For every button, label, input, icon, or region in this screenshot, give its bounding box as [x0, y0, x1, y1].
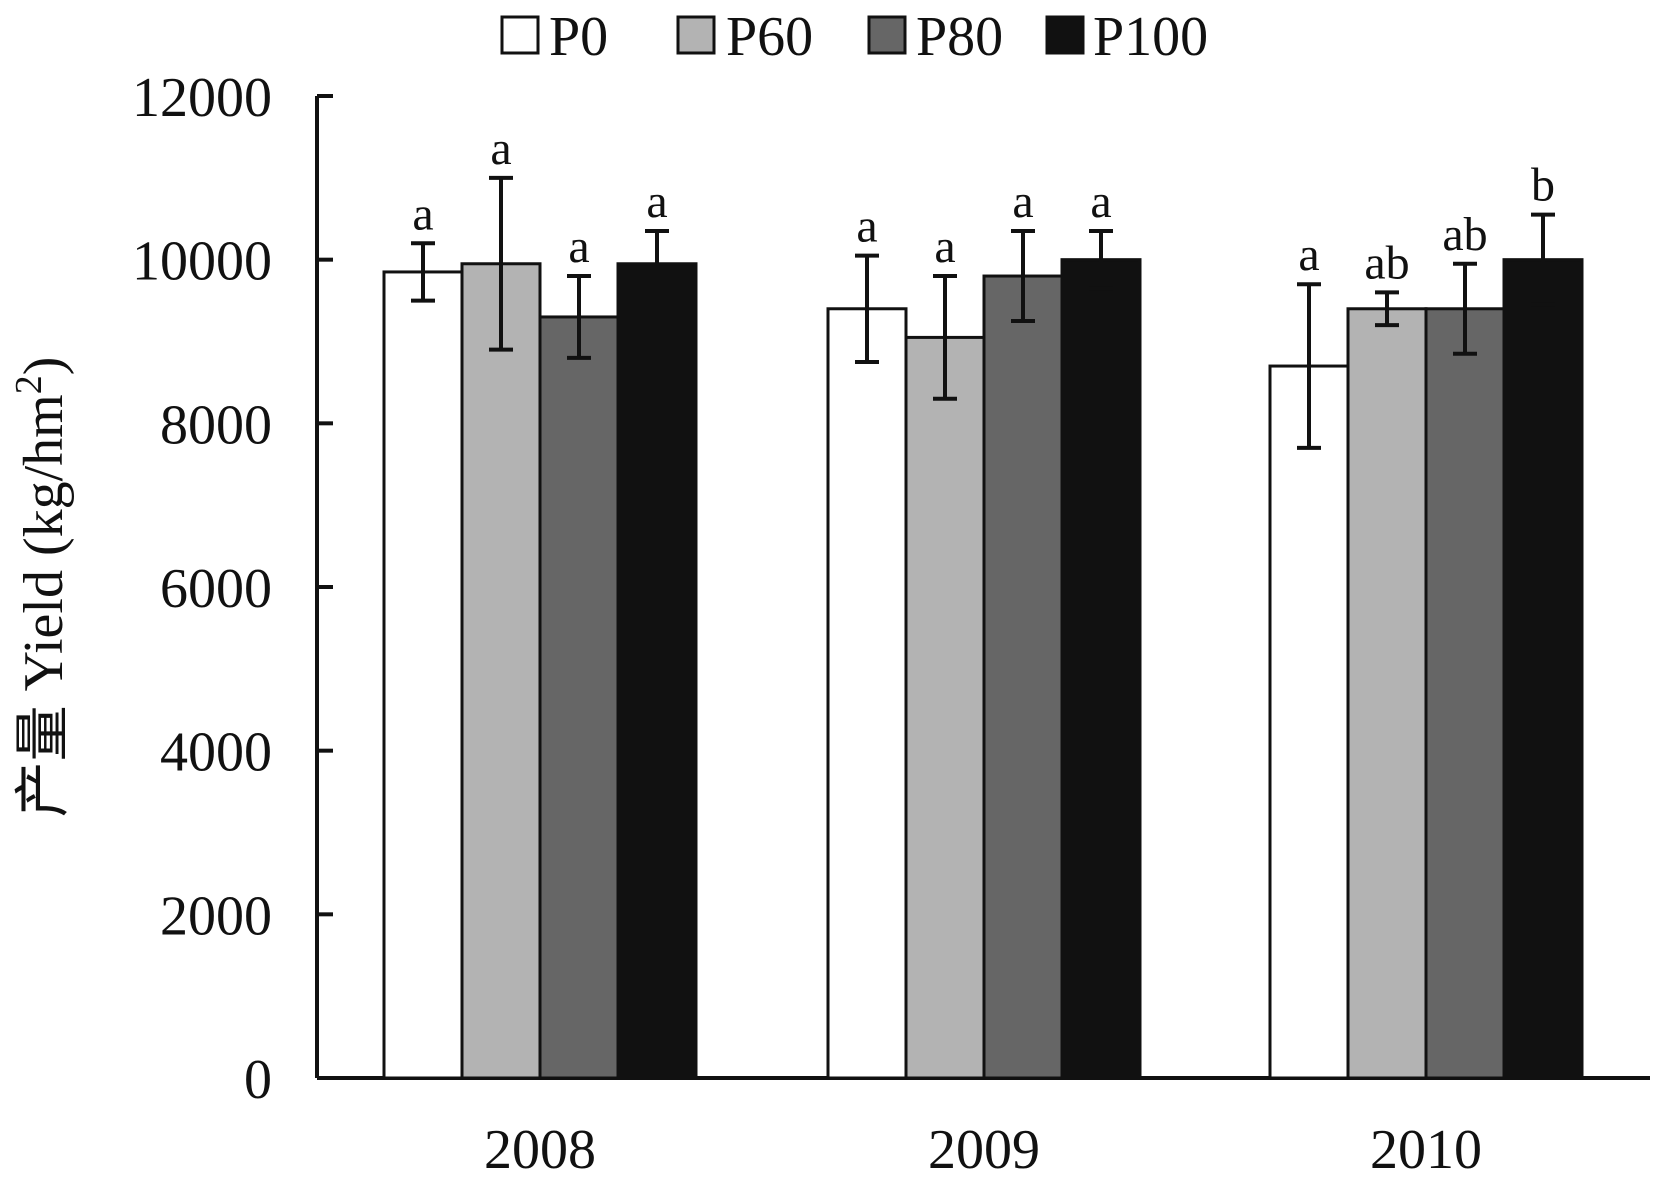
legend-swatch — [1045, 15, 1085, 55]
legend-swatch — [867, 15, 907, 55]
x-tick-label: 2008 — [484, 1119, 596, 1181]
x-tick-label: 2009 — [928, 1119, 1040, 1181]
significance-label: a — [856, 200, 877, 253]
x-axis: 2008 2009 2010 — [317, 1076, 1650, 1181]
bar — [826, 307, 908, 1080]
significance-label: b — [1531, 159, 1555, 212]
significance-label: a — [568, 220, 589, 273]
bar — [1502, 258, 1584, 1080]
y-tick-label: 2000 — [160, 885, 272, 947]
significance-label: a — [412, 187, 433, 240]
error-bars — [411, 175, 1555, 450]
significance-label: a — [1090, 175, 1111, 228]
y-tick-label: 4000 — [160, 722, 272, 784]
bar — [1346, 307, 1428, 1080]
bar — [460, 262, 542, 1080]
legend-label: P80 — [916, 6, 1003, 68]
y-tick-label: 0 — [244, 1049, 272, 1111]
significance-label: ab — [1442, 208, 1487, 261]
bar — [538, 315, 620, 1080]
legend-label: P60 — [726, 6, 813, 68]
bar — [1424, 307, 1506, 1080]
y-axis: 0 2000 4000 6000 8000 10000 12000 — [132, 67, 333, 1111]
bar — [382, 270, 464, 1080]
bars — [382, 258, 1584, 1080]
legend: P0 P60 P80 P100 — [500, 6, 1208, 68]
significance-label: a — [1298, 228, 1319, 281]
significance-label: a — [934, 220, 955, 273]
significance-label: a — [490, 122, 511, 175]
significance-label: ab — [1364, 236, 1409, 289]
y-axis-label: 产量 Yield (kg/hm2) — [8, 357, 75, 818]
legend-label: P100 — [1093, 6, 1208, 68]
x-tick-label: 2010 — [1370, 1119, 1482, 1181]
significance-label: a — [1012, 175, 1033, 228]
y-tick-label: 8000 — [160, 394, 272, 456]
significance-label: a — [646, 175, 667, 228]
bar — [982, 274, 1064, 1080]
bar — [904, 335, 986, 1080]
y-tick-label: 6000 — [160, 558, 272, 620]
y-tick-label: 12000 — [132, 67, 272, 129]
legend-swatch — [676, 15, 716, 55]
legend-swatch — [500, 15, 540, 55]
bar — [616, 262, 698, 1080]
y-tick-label: 10000 — [132, 231, 272, 293]
bar — [1060, 258, 1142, 1080]
legend-label: P0 — [549, 6, 608, 68]
bar — [1268, 364, 1350, 1080]
